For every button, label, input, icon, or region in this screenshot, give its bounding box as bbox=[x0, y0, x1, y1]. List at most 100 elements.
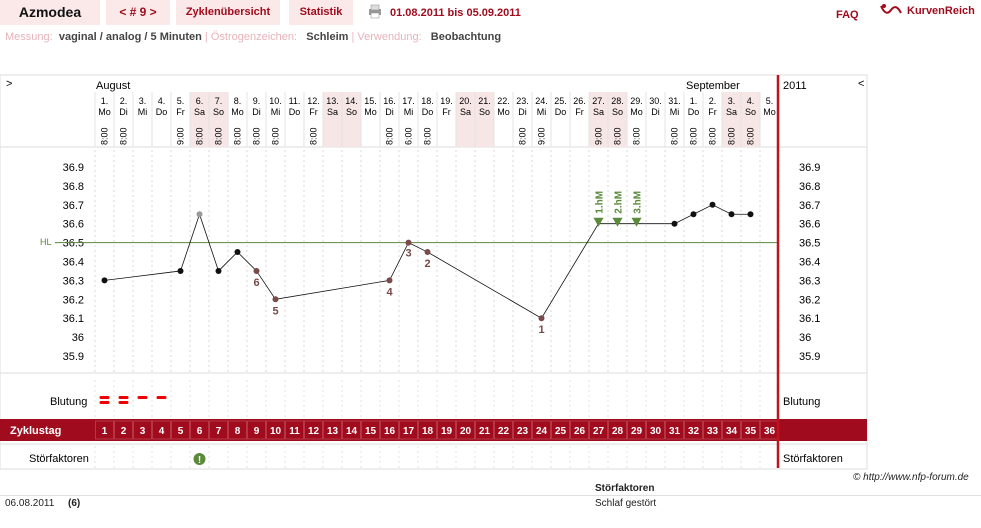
day-date-label: 4. bbox=[747, 96, 755, 106]
day-date-label: 13. bbox=[326, 96, 339, 106]
meta-key-usage: Verwendung: bbox=[357, 31, 422, 43]
print-icon[interactable] bbox=[367, 3, 383, 19]
cycle-day-number: 4 bbox=[159, 426, 165, 437]
day-weekday-label: Do bbox=[289, 107, 301, 117]
day-weekday-label: Fr bbox=[575, 107, 584, 117]
logo-text[interactable]: KurvenReich bbox=[907, 5, 975, 17]
cycle-day-number: 1 bbox=[102, 426, 108, 437]
tab-overview[interactable]: Zyklenübersicht bbox=[176, 0, 280, 25]
day-date-label: 18. bbox=[421, 96, 434, 106]
day-time-label: 9:00 bbox=[176, 127, 186, 145]
y-tick-label-left: 35.9 bbox=[63, 351, 84, 363]
cycle-day-number: 35 bbox=[745, 426, 757, 437]
meta-key-estrogen: Östrogenzeichen: bbox=[210, 31, 298, 43]
weekend-shade bbox=[608, 92, 627, 147]
day-time-label: 8:00 bbox=[708, 127, 718, 145]
day-weekday-label: Mo bbox=[364, 107, 377, 117]
cycle-day-cell bbox=[114, 420, 133, 440]
weekend-shade bbox=[209, 92, 228, 147]
cycle-day-number: 12 bbox=[308, 426, 320, 437]
day-weekday-label: Mi bbox=[138, 107, 148, 117]
cycle-day-cell bbox=[494, 420, 513, 440]
y-tick-label-right: 36.5 bbox=[799, 238, 820, 250]
cycle-day-cell bbox=[589, 420, 608, 440]
day-date-label: 27. bbox=[592, 96, 605, 106]
cycle-day-cell bbox=[418, 420, 437, 440]
tab-statistics[interactable]: Statistik bbox=[289, 0, 353, 25]
day-time-label: 8:00 bbox=[309, 127, 319, 145]
meta-value-measurement: vaginal / analog / 5 Minuten bbox=[58, 31, 202, 43]
cycle-day-number: 11 bbox=[289, 426, 300, 437]
expand-left-button[interactable]: > bbox=[6, 78, 12, 90]
day-time-label: 8:00 bbox=[271, 127, 281, 145]
expand-right-button[interactable]: < bbox=[858, 78, 864, 90]
day-header: 1.Mo8:002.Di8:003.Mi4.Do5.Fr9:006.Sa8:00… bbox=[98, 96, 776, 145]
day-weekday-label: Sa bbox=[194, 107, 205, 117]
temperature-point bbox=[253, 267, 260, 274]
low-count-label: 2 bbox=[424, 258, 430, 270]
day-weekday-label: Do bbox=[688, 107, 700, 117]
chart-grid bbox=[94, 92, 780, 468]
chart-background bbox=[0, 74, 868, 470]
cycle-nav[interactable]: < # 9 > bbox=[106, 0, 170, 25]
top-bar: Azmodea < # 9 > Zyklenübersicht Statisti… bbox=[0, 0, 981, 28]
credit-text: © http://www.nfp-forum.de bbox=[853, 472, 969, 483]
weekend-shade bbox=[323, 92, 342, 147]
day-date-label: 11. bbox=[289, 96, 301, 106]
day-date-label: 9. bbox=[253, 96, 261, 106]
cycle-day-cell bbox=[247, 420, 266, 440]
bleeding-label-left: Blutung bbox=[50, 396, 87, 408]
day-date-label: 19. bbox=[440, 96, 453, 106]
month-august: August bbox=[96, 80, 130, 92]
day-date-label: 29. bbox=[630, 96, 643, 106]
coverline-label: HL bbox=[40, 237, 52, 247]
cycle-day-cell bbox=[380, 420, 399, 440]
cycle-day-number: 9 bbox=[254, 426, 260, 437]
day-weekday-label: Mo bbox=[497, 107, 510, 117]
faq-link[interactable]: FAQ bbox=[836, 9, 859, 21]
day-weekday-label: So bbox=[346, 107, 357, 117]
day-weekday-label: Fr bbox=[708, 107, 717, 117]
cycle-day-number: 2 bbox=[121, 426, 127, 437]
day-weekday-label: Mi bbox=[404, 107, 414, 117]
temperature-point bbox=[101, 277, 108, 284]
cycle-day-number: 25 bbox=[555, 426, 567, 437]
cycle-day-cell bbox=[171, 420, 190, 440]
cycle-day-number: 28 bbox=[612, 426, 624, 437]
day-weekday-label: So bbox=[213, 107, 224, 117]
day-time-label: 8:00 bbox=[632, 127, 642, 145]
cycle-day-number: 24 bbox=[536, 426, 548, 437]
cycle-day-cell bbox=[532, 420, 551, 440]
day-date-label: 23. bbox=[516, 96, 529, 106]
low-count-label: 5 bbox=[272, 305, 278, 317]
day-date-label: 12. bbox=[307, 96, 320, 106]
cycle-day-cell bbox=[399, 420, 418, 440]
cycle-day-number: 36 bbox=[764, 426, 776, 437]
cycle-day-number: 5 bbox=[178, 426, 184, 437]
cycle-day-cell bbox=[513, 420, 532, 440]
date-range: 01.08.2011 bis 05.09.2011 bbox=[390, 7, 521, 19]
cycle-day-number: 18 bbox=[422, 426, 434, 437]
y-tick-label-left: 36.4 bbox=[63, 257, 84, 269]
day-date-label: 2. bbox=[120, 96, 128, 106]
cycle-day-number: 14 bbox=[346, 426, 358, 437]
cycle-day-cell bbox=[190, 420, 209, 440]
cycle-day-cell bbox=[437, 420, 456, 440]
day-date-label: 26. bbox=[573, 96, 586, 106]
day-time-label: 8:00 bbox=[613, 127, 623, 145]
day-time-label: 8:00 bbox=[195, 127, 205, 145]
day-date-label: 2. bbox=[709, 96, 717, 106]
cycle-day-cell bbox=[228, 420, 247, 440]
cycle-day-number: 31 bbox=[669, 426, 681, 437]
temperature-point bbox=[405, 239, 412, 246]
cycle-day-cell bbox=[133, 420, 152, 440]
temperature-point bbox=[747, 211, 754, 218]
disturbance-icon bbox=[193, 453, 206, 465]
cycle-day-cell bbox=[361, 420, 380, 440]
day-date-label: 28. bbox=[611, 96, 624, 106]
cycle-day-cell bbox=[627, 420, 646, 440]
higher-measurement-marker bbox=[631, 217, 642, 227]
day-weekday-label: Do bbox=[156, 107, 168, 117]
cycle-day-number: 6 bbox=[197, 426, 203, 437]
kurvenreich-logo-icon[interactable] bbox=[880, 3, 902, 21]
